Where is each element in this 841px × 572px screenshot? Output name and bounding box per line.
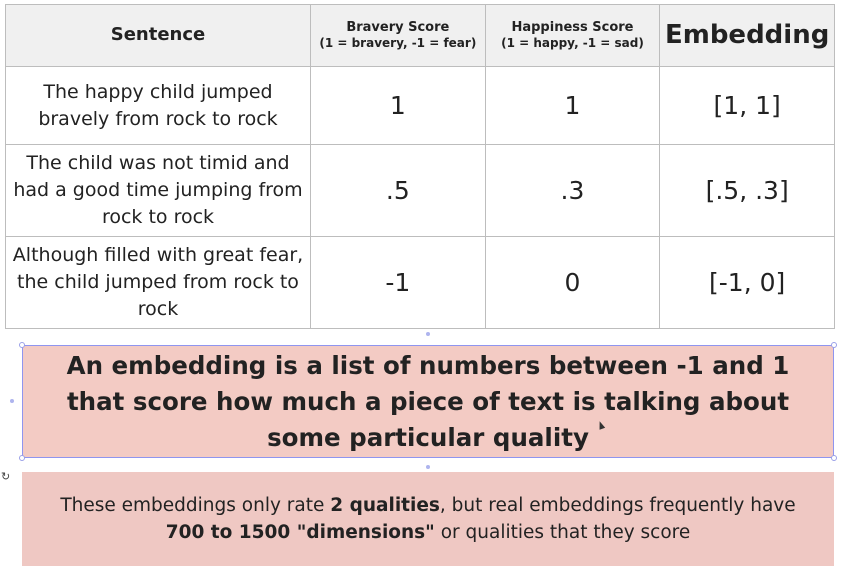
bravery-cell: 1	[310, 66, 486, 145]
table-header-row: Sentence Bravery Score (1 = bravery, -1 …	[5, 4, 835, 67]
embedding-cell: [.5, .3]	[659, 144, 835, 237]
resize-handle-top-right[interactable]	[831, 342, 837, 348]
embedding-cell: [1, 1]	[659, 66, 835, 145]
happiness-cell: 1	[484, 66, 661, 145]
header-bravery-score: Bravery Score (1 = bravery, -1 = fear)	[310, 4, 486, 67]
embedding-definition-text: An embedding is a list of numbers betwee…	[66, 350, 790, 452]
header-happiness-score: Happiness Score (1 = happy, -1 = sad)	[484, 4, 661, 67]
header-bravery-title: Bravery Score	[346, 19, 450, 35]
table-row: Although filled with great fear, the chi…	[5, 236, 835, 329]
resize-handle-top[interactable]	[426, 332, 430, 336]
table-row: The happy child jumped bravely from rock…	[5, 66, 835, 145]
header-sentence: Sentence	[5, 4, 311, 67]
embedding-cell: [-1, 0]	[659, 236, 835, 329]
bravery-cell: -1	[310, 236, 486, 329]
note-part-1: These embeddings only rate	[60, 495, 331, 516]
resize-handle-top-left[interactable]	[19, 342, 25, 348]
note-bold-qualities: 2 qualities	[330, 495, 440, 516]
embedding-table: Sentence Bravery Score (1 = bravery, -1 …	[5, 4, 835, 329]
rotate-icon[interactable]: ↻	[1, 470, 11, 483]
sentence-cell: Although filled with great fear, the chi…	[5, 236, 311, 329]
dimensions-note-textbox[interactable]: These embeddings only rate 2 qualities, …	[22, 472, 834, 566]
bravery-cell: .5	[310, 144, 486, 237]
header-happiness-title: Happiness Score	[511, 19, 634, 35]
happiness-cell: 0	[484, 236, 661, 329]
resize-handle-bottom-left[interactable]	[19, 455, 25, 461]
note-bold-dimensions: 700 to 1500 "dimensions"	[165, 522, 435, 543]
header-bravery-subtitle: (1 = bravery, -1 = fear)	[319, 36, 477, 51]
dimensions-note-text: These embeddings only rate 2 qualities, …	[42, 492, 814, 546]
resize-handle-left[interactable]	[10, 399, 14, 403]
resize-handle-bottom-right[interactable]	[831, 455, 837, 461]
sentence-cell: The happy child jumped bravely from rock…	[5, 66, 311, 145]
note-part-3: or qualities that they score	[434, 522, 691, 543]
happiness-cell: .3	[484, 144, 661, 237]
note-part-2: , but real embeddings frequently have	[439, 495, 796, 516]
table-row: The child was not timid and had a good t…	[5, 144, 835, 237]
resize-handle-bottom[interactable]	[426, 465, 430, 469]
header-happiness-subtitle: (1 = happy, -1 = sad)	[501, 36, 644, 51]
sentence-cell: The child was not timid and had a good t…	[5, 144, 311, 237]
header-embedding: Embedding	[659, 4, 835, 67]
embedding-definition-textbox[interactable]: An embedding is a list of numbers betwee…	[22, 345, 834, 458]
